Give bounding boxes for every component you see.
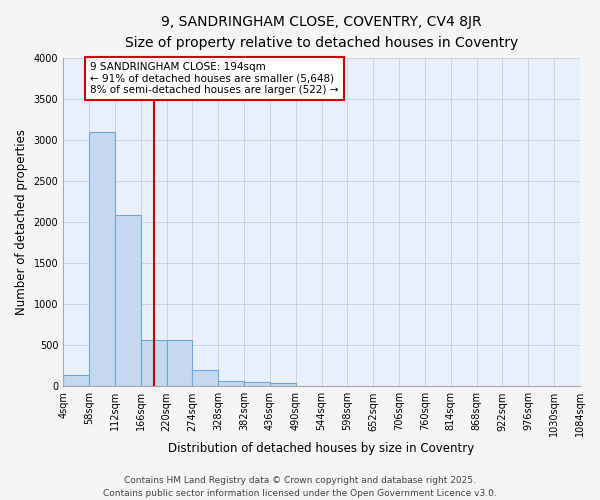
Text: 9 SANDRINGHAM CLOSE: 194sqm
← 91% of detached houses are smaller (5,648)
8% of s: 9 SANDRINGHAM CLOSE: 194sqm ← 91% of det… xyxy=(90,62,338,95)
Text: Contains HM Land Registry data © Crown copyright and database right 2025.
Contai: Contains HM Land Registry data © Crown c… xyxy=(103,476,497,498)
Bar xyxy=(244,382,270,386)
Bar xyxy=(63,375,89,386)
Bar xyxy=(218,381,244,386)
Bar xyxy=(270,383,296,386)
X-axis label: Distribution of detached houses by size in Coventry: Distribution of detached houses by size … xyxy=(169,442,475,455)
Bar xyxy=(167,340,193,386)
Bar xyxy=(89,132,115,386)
Bar xyxy=(115,216,140,386)
Y-axis label: Number of detached properties: Number of detached properties xyxy=(15,129,28,315)
Bar xyxy=(193,370,218,386)
Title: 9, SANDRINGHAM CLOSE, COVENTRY, CV4 8JR
Size of property relative to detached ho: 9, SANDRINGHAM CLOSE, COVENTRY, CV4 8JR … xyxy=(125,15,518,50)
Bar xyxy=(140,340,167,386)
